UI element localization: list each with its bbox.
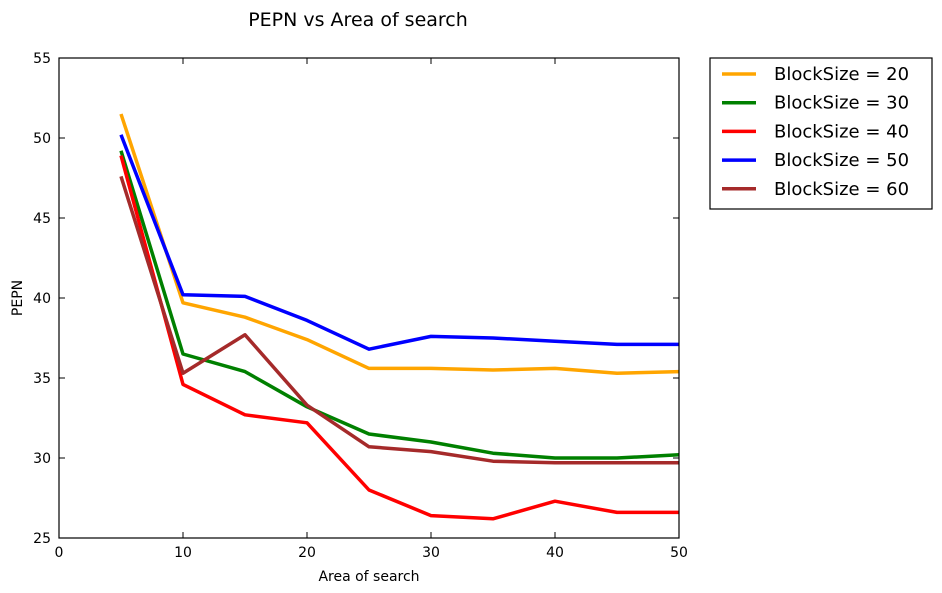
legend-label-blocksize-40: BlockSize = 40 bbox=[774, 121, 909, 142]
legend-label-blocksize-50: BlockSize = 50 bbox=[774, 150, 909, 171]
y-tick-label-55: 55 bbox=[33, 51, 51, 67]
legend: BlockSize = 20 BlockSize = 30 BlockSize = … bbox=[709, 57, 933, 210]
y-tick-label-35: 35 bbox=[33, 371, 51, 387]
y-tick-label-50: 50 bbox=[33, 131, 51, 147]
x-tick-label-10: 10 bbox=[174, 545, 192, 561]
legend-box bbox=[709, 57, 933, 210]
series-line-blocksize-20 bbox=[119, 113, 680, 375]
y-tick-label-25: 25 bbox=[33, 531, 51, 547]
x-tick-label-20: 20 bbox=[298, 545, 316, 561]
x-tick-label-50: 50 bbox=[670, 545, 688, 561]
x-tick-label-0: 0 bbox=[55, 545, 64, 561]
x-tick-label-30: 30 bbox=[422, 545, 440, 561]
legend-items: BlockSize = 20 BlockSize = 30 BlockSize = … bbox=[722, 64, 909, 200]
series-line-blocksize-50 bbox=[119, 134, 679, 351]
plot-frame bbox=[58, 57, 680, 539]
series-line-blocksize-30 bbox=[119, 150, 680, 460]
legend-label-blocksize-20: BlockSize = 20 bbox=[774, 64, 909, 85]
y-tick-label-45: 45 bbox=[33, 211, 51, 227]
x-axis-label: Area of search bbox=[318, 569, 419, 585]
y-axis-label: PEPN bbox=[10, 280, 26, 316]
series-lines bbox=[119, 113, 680, 521]
y-tick-label-40: 40 bbox=[33, 291, 51, 307]
x-tick-label-40: 40 bbox=[546, 545, 564, 561]
series-line-blocksize-60 bbox=[119, 175, 679, 465]
legend-label-blocksize-30: BlockSize = 30 bbox=[774, 93, 909, 114]
legend-label-blocksize-60: BlockSize = 60 bbox=[774, 179, 909, 200]
series-line-blocksize-40 bbox=[119, 155, 679, 521]
chart-title: PEPN vs Area of search bbox=[248, 9, 468, 31]
axis-ticks: 0 10 20 30 40 50 25 30 35 40 45 50 55 bbox=[33, 51, 688, 561]
y-tick-label-30: 30 bbox=[33, 451, 51, 467]
